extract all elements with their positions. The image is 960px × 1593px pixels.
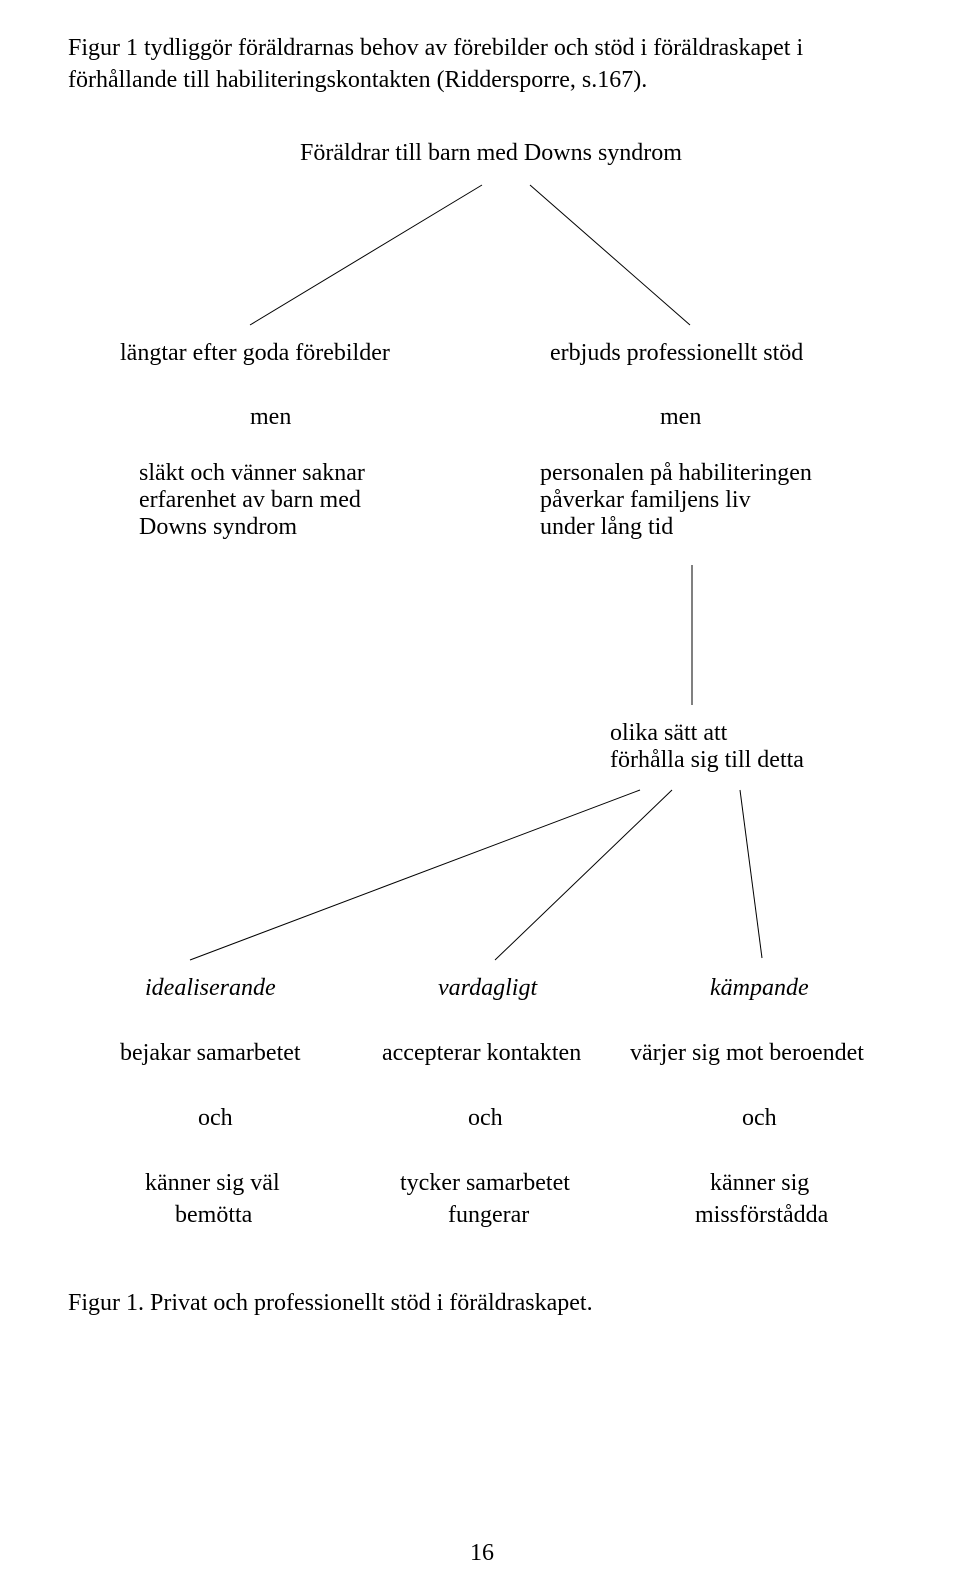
col1-l2: och — [198, 1105, 233, 1132]
left-branch-para: släkt och vänner saknar erfarenhet av ba… — [139, 460, 365, 541]
left-branch-para-l2: erfarenhet av barn med — [139, 487, 365, 514]
col3-title: kämpande — [710, 975, 809, 1002]
col2-l3a: tycker samarbetet — [400, 1170, 570, 1197]
col3-l3a: känner sig — [710, 1170, 809, 1197]
col3-l3b: missförstådda — [695, 1202, 828, 1229]
intro-paragraph: Figur 1 tydliggör föräldrarnas behov av … — [68, 32, 898, 96]
col1-title: idealiserande — [145, 975, 276, 1002]
diagram-top-label: Föräldrar till barn med Downs syndrom — [300, 140, 682, 167]
right-branch-para-l3: under lång tid — [540, 514, 812, 541]
col1-l3a: känner sig väl — [145, 1170, 280, 1197]
figure-caption: Figur 1. Privat och professionellt stöd … — [68, 1290, 593, 1317]
left-branch-para-l1: släkt och vänner saknar — [139, 460, 365, 487]
right-branch-para: personalen på habiliteringen påverkar fa… — [540, 460, 812, 541]
left-branch-para-l3: Downs syndrom — [139, 514, 365, 541]
col3-l2: och — [742, 1105, 777, 1132]
mid-label-l1: olika sätt att — [610, 720, 804, 747]
col1-l1: bejakar samarbetet — [120, 1040, 301, 1067]
col2-title: vardagligt — [438, 975, 537, 1002]
right-branch-para-l1: personalen på habiliteringen — [540, 460, 812, 487]
mid-label-l2: förhålla sig till detta — [610, 747, 804, 774]
right-branch-para-l2: påverkar familjens liv — [540, 487, 812, 514]
mid-label: olika sätt att förhålla sig till detta — [610, 720, 804, 774]
left-branch-line1: längtar efter goda förebilder — [120, 340, 390, 367]
col2-l3b: fungerar — [448, 1202, 529, 1229]
page-number: 16 — [470, 1540, 494, 1567]
col2-l1: accepterar kontakten — [382, 1040, 581, 1067]
col3-l1: värjer sig mot beroendet — [630, 1040, 864, 1067]
right-branch-line1: erbjuds professionellt stöd — [550, 340, 803, 367]
left-branch-line2: men — [250, 404, 291, 431]
diagram-connectors — [0, 0, 960, 1593]
col1-l3b: bemötta — [175, 1202, 252, 1229]
right-branch-line2: men — [660, 404, 701, 431]
col2-l2: och — [468, 1105, 503, 1132]
